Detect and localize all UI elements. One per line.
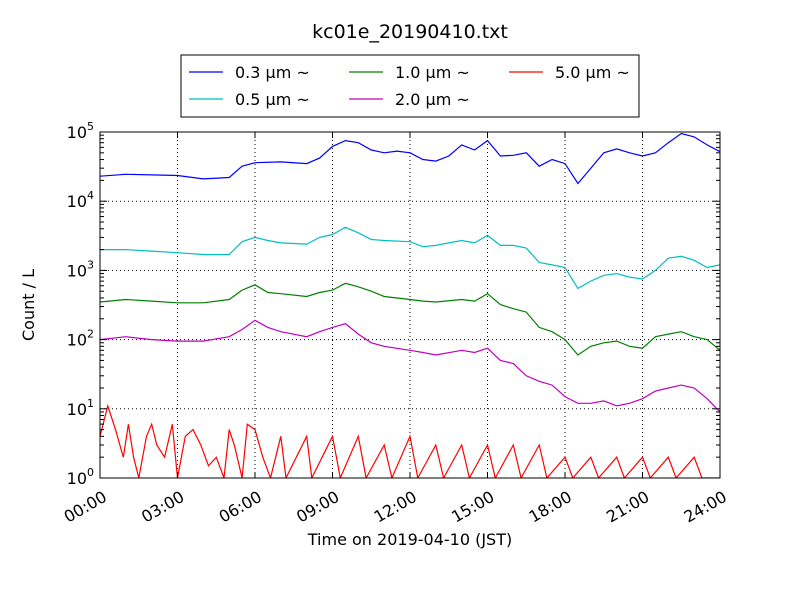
grid-lines: [100, 132, 720, 478]
legend-frame: [180, 54, 640, 118]
legend: 0.3 μm ~ 0.5 μm ~ 1.0 μm ~ 2.0 μm ~ 5.0 μm ~: [180, 54, 640, 118]
legend-label-3: 2.0 μm ~: [395, 90, 470, 109]
y-tick-label: 104: [67, 189, 94, 211]
series-layer: [100, 132, 720, 478]
legend-label-4: 5.0 μm ~: [555, 63, 630, 82]
y-tick-label: 103: [67, 258, 94, 280]
series-line-2: [100, 282, 720, 356]
y-tick-label: 101: [67, 397, 94, 419]
y-tick-label: 100: [67, 466, 94, 488]
legend-label-0: 0.3 μm ~: [235, 63, 310, 82]
series-line-1: [100, 226, 720, 290]
legend-label-1: 0.5 μm ~: [235, 90, 310, 109]
legend-label-2: 1.0 μm ~: [395, 63, 470, 82]
y-tick-label: 102: [67, 328, 94, 350]
x-axis-label: Time on 2019-04-10 (JST): [307, 530, 512, 549]
series-line-3: [100, 319, 720, 413]
chart-title: kc01e_20190410.txt: [312, 21, 508, 43]
y-axis-label: Count / L: [19, 269, 38, 341]
series-line-4: [100, 403, 720, 478]
series-line-0: [100, 132, 720, 185]
y-tick-label: 105: [67, 120, 94, 142]
